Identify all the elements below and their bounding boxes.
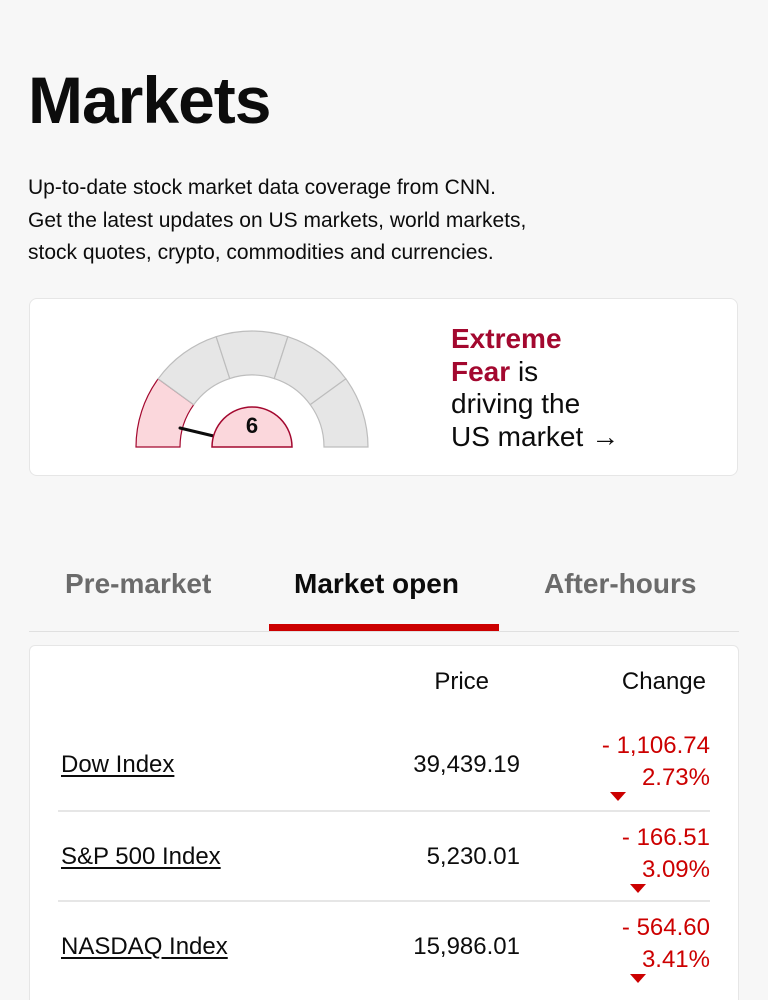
fear-greed-card[interactable]: 6 Extreme Fear is driving the US market → bbox=[29, 298, 738, 476]
change-column-header: Change bbox=[621, 668, 706, 695]
triangle-down-icon bbox=[629, 884, 646, 893]
market-session-tabs: Pre-market Market open After-hours bbox=[29, 558, 739, 632]
intro-line: Up-to-date stock market data coverage fr… bbox=[28, 176, 497, 199]
index-link-nasdaq[interactable]: NASDAQ Index bbox=[61, 933, 228, 960]
fear-greed-headline[interactable]: Extreme Fear is driving the US market → bbox=[451, 323, 711, 453]
index-price: 15,986.01 bbox=[413, 933, 520, 960]
index-link-sp500[interactable]: S&P 500 Index bbox=[61, 843, 221, 870]
tab-pre-market[interactable]: Pre-market bbox=[65, 568, 212, 599]
table-row: S&P 500 Index 5,230.01 - 166.51 3.09% bbox=[58, 810, 710, 902]
tab-market-open[interactable]: Market open bbox=[294, 568, 459, 599]
change-value: - 564.60 bbox=[621, 914, 710, 941]
tab-after-hours[interactable]: After-hours bbox=[544, 568, 697, 599]
gauge-segments bbox=[135, 330, 369, 448]
fear-greed-gauge: 6 bbox=[135, 330, 369, 448]
sentiment-label: Extreme bbox=[451, 323, 562, 354]
headline-text: driving the bbox=[451, 388, 581, 419]
triangle-down-icon bbox=[629, 974, 646, 983]
change-value: - 1,106.74 bbox=[601, 732, 710, 759]
intro-line: Get the latest updates on US markets, wo… bbox=[28, 208, 527, 232]
change-percent: 3.41% bbox=[641, 946, 710, 973]
change-value: - 166.51 bbox=[621, 824, 710, 851]
page-title: Markets bbox=[28, 63, 271, 137]
index-change: - 564.60 3.41% bbox=[622, 912, 710, 985]
market-indices-table: Price Change Dow Index 39,439.19 - 1,106… bbox=[29, 645, 739, 1000]
gauge-value: 6 bbox=[246, 413, 258, 438]
index-price: 39,439.19 bbox=[413, 751, 520, 778]
index-price: 5,230.01 bbox=[426, 843, 520, 870]
triangle-down-icon bbox=[609, 792, 626, 801]
headline-text: is bbox=[517, 355, 539, 387]
gauge-center bbox=[211, 406, 293, 448]
headline-text: US market bbox=[451, 420, 584, 452]
page-intro: Up-to-date stock market data coverage fr… bbox=[28, 172, 728, 270]
index-change: - 1,106.74 2.73% bbox=[602, 730, 710, 803]
sentiment-label: Fear bbox=[451, 355, 511, 387]
active-tab-indicator bbox=[269, 624, 499, 631]
index-change: - 166.51 3.09% bbox=[622, 822, 710, 895]
table-row: Dow Index 39,439.19 - 1,106.74 2.73% bbox=[58, 720, 710, 810]
price-column-header: Price bbox=[434, 668, 489, 695]
change-percent: 3.09% bbox=[641, 856, 710, 883]
change-percent: 2.73% bbox=[641, 764, 710, 791]
arrow-right-icon: → bbox=[591, 420, 620, 452]
index-link-dow[interactable]: Dow Index bbox=[61, 751, 175, 778]
gauge-segment bbox=[309, 377, 369, 448]
table-row: NASDAQ Index 15,986.01 - 564.60 3.41% bbox=[58, 900, 710, 992]
intro-line: stock quotes, crypto, commodities and cu… bbox=[28, 241, 494, 264]
